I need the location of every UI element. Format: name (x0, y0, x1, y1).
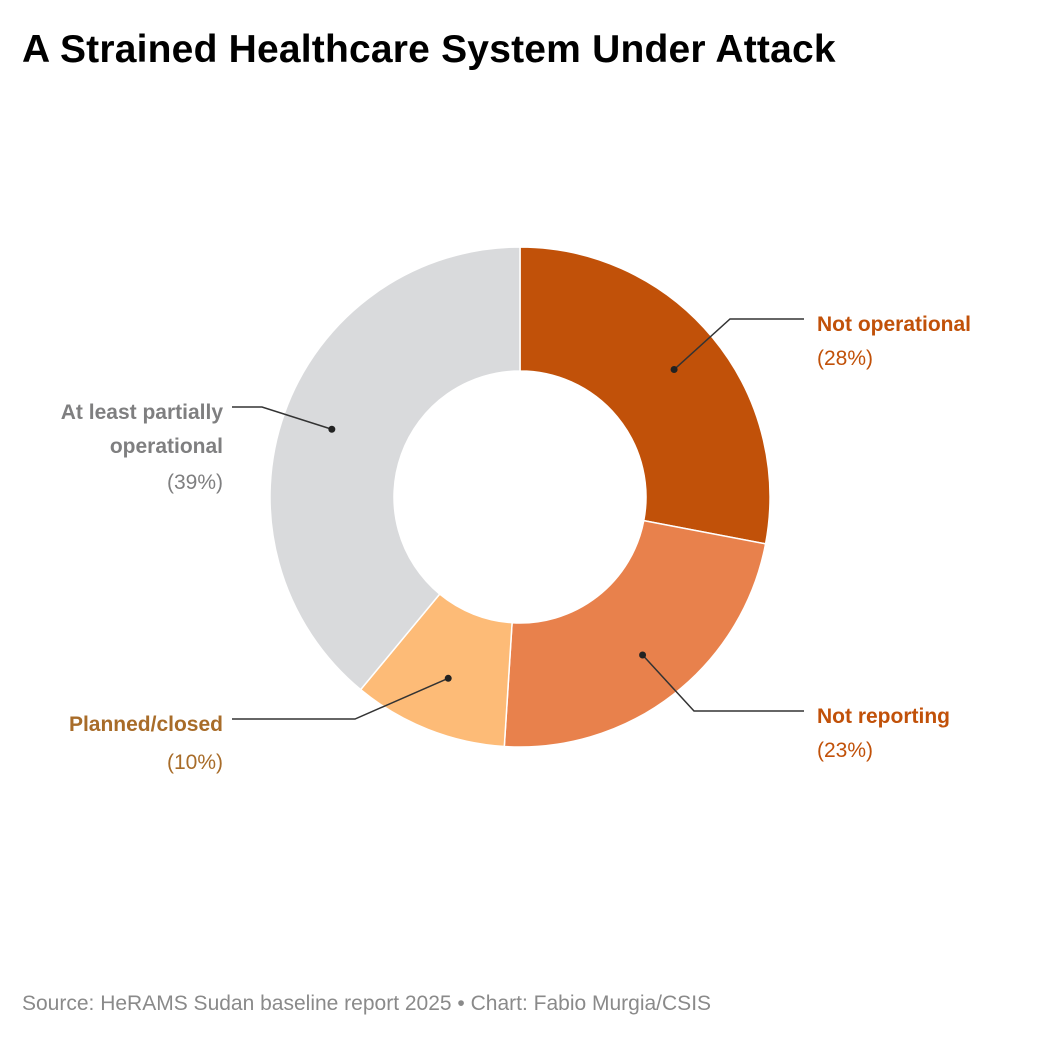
slice-not-reporting (503, 519, 767, 748)
leader-dot-not-operational (670, 366, 678, 374)
slice-not-operational (519, 246, 771, 545)
value-label-at-least-partially-operational: (39%) (167, 471, 223, 494)
leader-line-not-reporting (642, 654, 804, 712)
label-not-operational: Not operational (817, 313, 971, 336)
value-label-not-operational: (28%) (817, 347, 873, 370)
leader-dot-at-least-partially-operational (328, 425, 336, 433)
leader-dot-not-reporting (639, 651, 647, 659)
leader-line-planned-closed (232, 677, 449, 720)
leader-line-not-operational (673, 318, 804, 371)
source-note: Source: HeRAMS Sudan baseline report 202… (22, 992, 712, 1015)
label-planned-closed: Planned/closed (69, 713, 223, 736)
value-label-not-reporting: (23%) (817, 739, 873, 762)
value-label-planned-closed: (10%) (167, 751, 223, 774)
chart-title: A Strained Healthcare System Under Attac… (22, 28, 836, 71)
leader-dot-planned-closed (444, 674, 452, 682)
leader-line-at-least-partially-operational (232, 406, 333, 430)
label-at-least-partially-operational: At least partially operational (61, 401, 224, 458)
label-not-reporting: Not reporting (817, 705, 950, 728)
slice-at-least-partially-operational (269, 246, 521, 691)
